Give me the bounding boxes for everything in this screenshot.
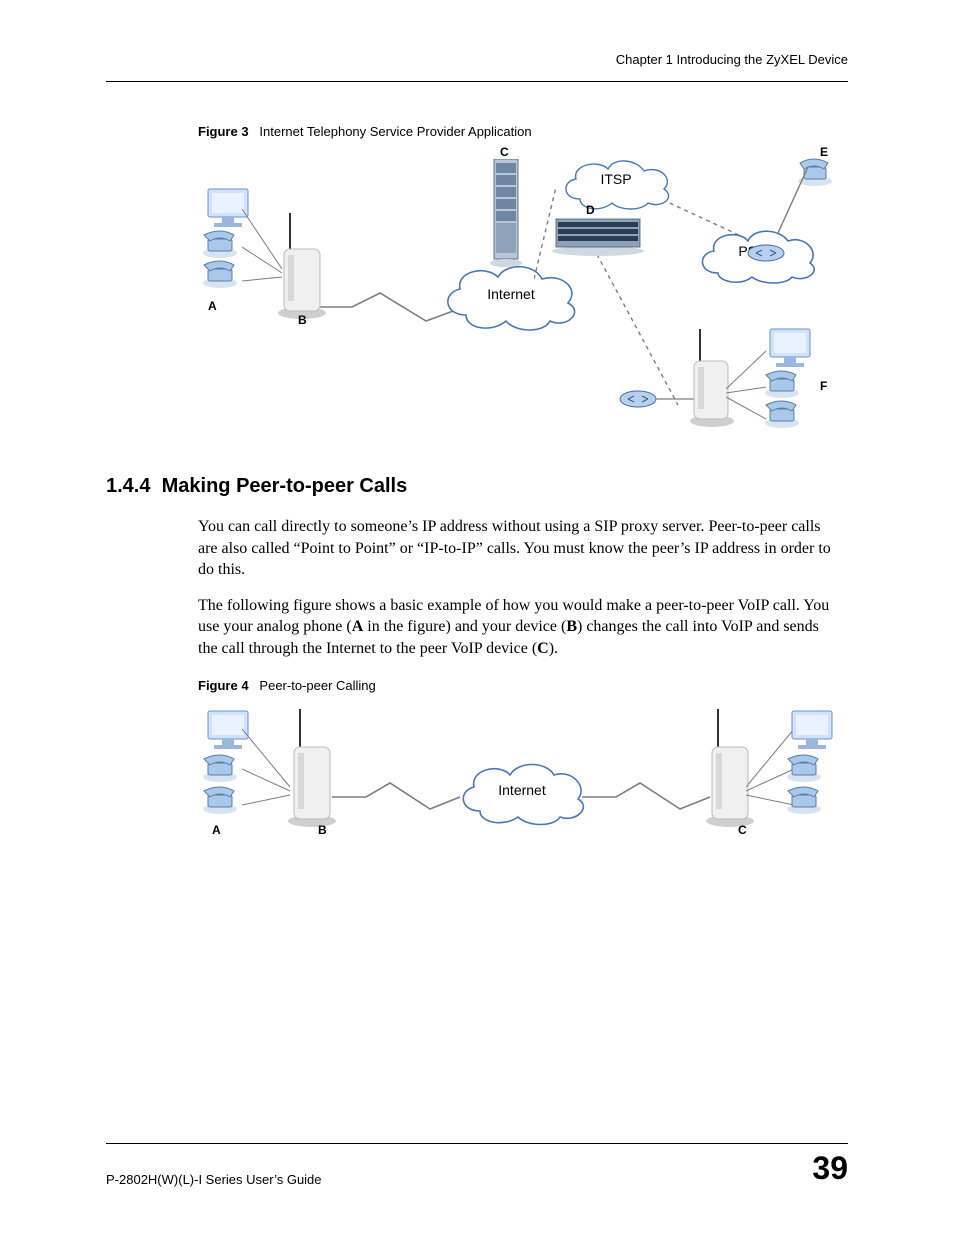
footer-page-number: 39	[812, 1150, 848, 1187]
fig4-node-b-label: B	[318, 823, 327, 837]
section-heading: 1.4.4 Making Peer-to-peer Calls	[106, 475, 848, 498]
figure4-diagram: A B Internet	[198, 703, 834, 871]
cloud-internet-label: Internet	[436, 286, 586, 302]
figure3-title: Internet Telephony Service Provider Appl…	[259, 124, 531, 139]
links-router-f-devices	[726, 347, 770, 427]
para-1: You can call directly to someone’s IP ad…	[198, 516, 842, 581]
router-b	[276, 213, 330, 321]
node-a-label: A	[208, 299, 217, 313]
section-number: 1.4.4	[106, 475, 150, 497]
page-footer: P-2802H(W)(L)-I Series User’s Guide 39	[106, 1143, 848, 1187]
fig4-node-c-label: C	[738, 823, 747, 837]
figure3-caption: Figure 3 Internet Telephony Service Prov…	[198, 124, 848, 139]
node-c-label: C	[500, 145, 509, 159]
footer-rule	[106, 1143, 848, 1144]
section-title: Making Peer-to-peer Calls	[162, 475, 408, 497]
footer-guide-name: P-2802H(W)(L)-I Series User’s Guide	[106, 1160, 322, 1187]
fig4-cloud-label: Internet	[452, 782, 592, 798]
edge-router-f	[618, 389, 658, 414]
figure3-number: Figure 3	[198, 124, 249, 139]
figure4-title: Peer-to-peer Calling	[259, 678, 375, 693]
para2-bold-c: C	[537, 640, 549, 657]
para2-d: ).	[549, 640, 558, 657]
para2-bold-a: A	[352, 618, 364, 635]
server-d	[550, 217, 646, 262]
node-d-label: D	[586, 203, 595, 217]
fig4-cloud-internet: Internet	[452, 757, 592, 831]
server-c	[488, 159, 524, 274]
cloud-itsp-label: ITSP	[556, 171, 676, 187]
chapter-header: Chapter 1 Introducing the ZyXEL Device	[106, 52, 848, 77]
fig4-workstation-c	[782, 709, 842, 844]
figure4-caption: Figure 4 Peer-to-peer Calling	[198, 678, 848, 693]
fig4-node-a-label: A	[212, 823, 221, 837]
header-rule	[106, 81, 848, 82]
para2-bold-b: B	[566, 618, 577, 635]
para-2: The following figure shows a basic examp…	[198, 595, 842, 660]
pstn-edge-icon	[746, 243, 786, 268]
node-f-label: F	[820, 379, 827, 393]
fig4-link-b-cloud	[332, 779, 462, 819]
para2-b: in the figure) and your device (	[363, 618, 566, 635]
node-b-label: B	[298, 313, 307, 327]
figure3-diagram: Internet ITSP C	[198, 149, 834, 441]
fig4-link-cloud-c	[582, 779, 712, 819]
cloud-itsp: ITSP	[556, 153, 676, 213]
link-pstn-e	[778, 167, 818, 237]
figure4-number: Figure 4	[198, 678, 249, 693]
